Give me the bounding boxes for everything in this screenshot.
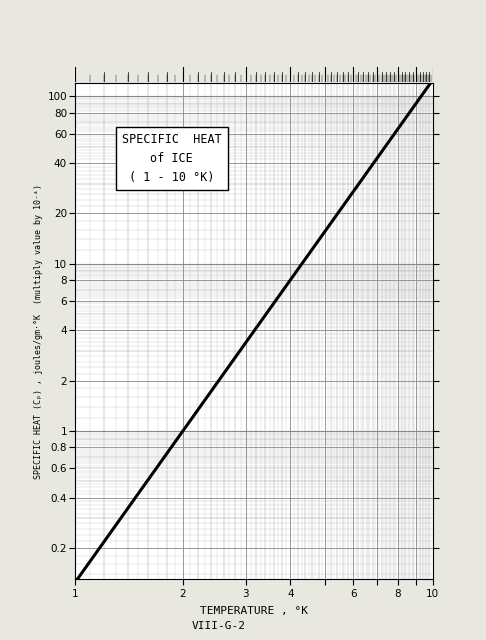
Text: SPECIFIC  HEAT
of ICE
( 1 - 10 °K): SPECIFIC HEAT of ICE ( 1 - 10 °K) (122, 133, 222, 184)
Y-axis label: SPECIFIC HEAT (Cₚ) , joules/gm·°K  (multiply value by 10⁻⁴): SPECIFIC HEAT (Cₚ) , joules/gm·°K (multi… (34, 184, 43, 479)
X-axis label: TEMPERATURE , °K: TEMPERATURE , °K (200, 606, 308, 616)
Text: VIII-G-2: VIII-G-2 (191, 621, 246, 631)
